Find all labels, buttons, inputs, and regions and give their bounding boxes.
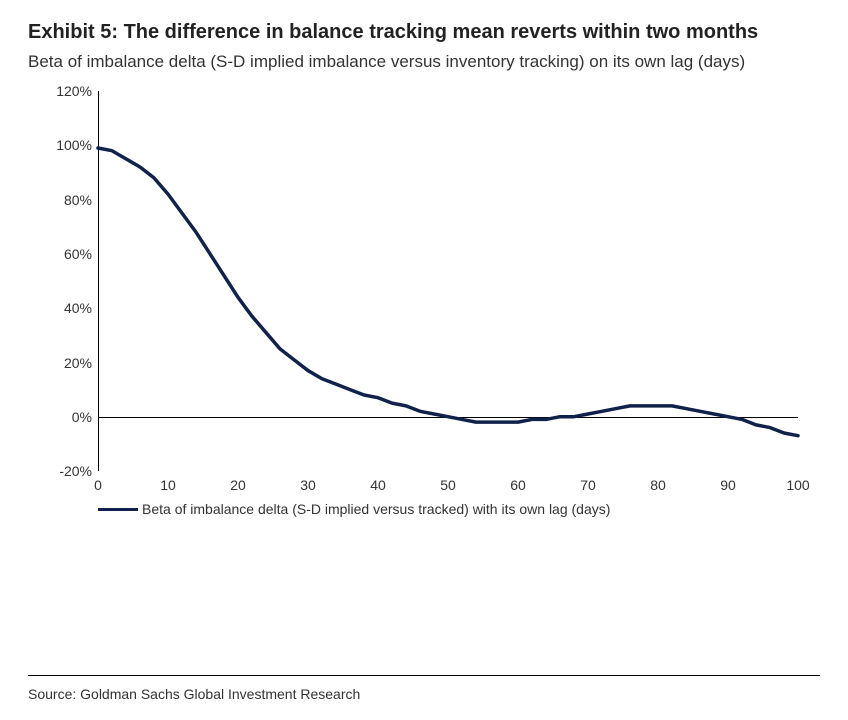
exhibit-page: Exhibit 5: The difference in balance tra… (0, 0, 848, 720)
legend-line-sample (98, 508, 138, 511)
source-text: Source: Goldman Sachs Global Investment … (28, 686, 360, 702)
legend: Beta of imbalance delta (S-D implied ver… (98, 501, 610, 517)
y-tick-label: -20% (59, 463, 98, 479)
exhibit-title: Exhibit 5: The difference in balance tra… (28, 20, 820, 45)
chart-container: -20% 0% 20% 40% 60% 80% 100% 120% 0 10 20 30 40 50 60 7… (28, 81, 820, 551)
x-tick-label: 30 (300, 471, 316, 493)
y-tick-label: 60% (64, 246, 98, 262)
y-tick-label: 120% (56, 83, 98, 99)
x-tick-label: 60 (510, 471, 526, 493)
line-series-path (98, 148, 798, 436)
x-tick-label: 20 (230, 471, 246, 493)
legend-label: Beta of imbalance delta (S-D implied ver… (142, 501, 610, 517)
x-tick-label: 40 (370, 471, 386, 493)
y-tick-label: 20% (64, 355, 98, 371)
y-tick-label: 40% (64, 300, 98, 316)
plot-area: -20%0%20%40%60%80%100%120%01020304050607… (98, 91, 798, 471)
y-tick-label: 0% (72, 409, 98, 425)
x-tick-label: 0 (94, 471, 102, 493)
x-tick-label: 100 (786, 471, 809, 493)
y-tick-label: 80% (64, 192, 98, 208)
exhibit-subtitle: Beta of imbalance delta (S-D implied imb… (28, 51, 820, 73)
x-tick-label: 10 (160, 471, 176, 493)
x-tick-label: 50 (440, 471, 456, 493)
x-tick-label: 90 (720, 471, 736, 493)
line-series-svg (98, 91, 798, 471)
x-tick-label: 80 (650, 471, 666, 493)
footer-divider (28, 675, 820, 676)
x-tick-label: 70 (580, 471, 596, 493)
y-tick-label: 100% (56, 137, 98, 153)
